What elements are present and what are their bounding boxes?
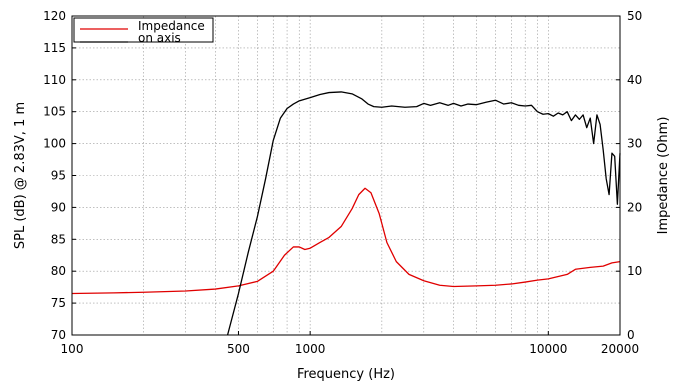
legend-label-impedance: Impedance xyxy=(138,19,205,33)
y-left-tick-label: 70 xyxy=(51,328,66,342)
y-right-tick-label: 10 xyxy=(627,264,642,278)
series-line-on-axis xyxy=(226,91,621,336)
y-right-tick-label: 30 xyxy=(627,137,642,151)
y-left-tick-label: 95 xyxy=(51,169,66,183)
y-left-tick-label: 115 xyxy=(43,41,66,55)
x-tick-label: 500 xyxy=(227,342,250,356)
axis-ticks: 70 75 80 85 90 95 100 105 110 115 120 0 10 20 30 40 50 10… xyxy=(43,9,642,356)
y-right-tick-label: 20 xyxy=(627,200,642,214)
grid-lines xyxy=(72,16,620,335)
x-tick-label: 100 xyxy=(61,342,84,356)
legend: Impedance on axis xyxy=(73,17,214,45)
y-left-tick-label: 100 xyxy=(43,137,66,151)
y-right-tick-label: 40 xyxy=(627,73,642,87)
y-right-tick-label: 0 xyxy=(627,328,635,342)
series-line-impedance xyxy=(71,187,621,295)
y-left-tick-label: 105 xyxy=(43,105,66,119)
x-tick-label: 1000 xyxy=(295,342,326,356)
y-left-tick-label: 110 xyxy=(43,73,66,87)
y-left-tick-label: 90 xyxy=(51,200,66,214)
y-left-tick-label: 80 xyxy=(51,264,66,278)
y-left-tick-label: 120 xyxy=(43,9,66,23)
y-left-tick-label: 75 xyxy=(51,296,66,310)
x-tick-label: 10000 xyxy=(529,342,567,356)
y-left-tick-label: 85 xyxy=(51,232,66,246)
y-right-tick-label: 50 xyxy=(627,9,642,23)
y-axis-right-title: Impedance (Ohm) xyxy=(656,117,671,235)
x-tick-label: 20000 xyxy=(601,342,639,356)
y-axis-left-title: SPL (dB) @ 2.83V, 1 m xyxy=(13,102,28,249)
x-axis-title: Frequency (Hz) xyxy=(297,367,395,382)
legend-box xyxy=(73,17,214,43)
legend-label-on-axis: on axis xyxy=(138,31,181,45)
series-layer xyxy=(71,91,621,336)
